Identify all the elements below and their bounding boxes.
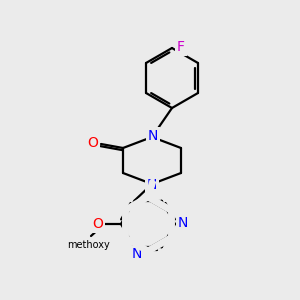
Text: F: F <box>177 40 185 54</box>
Text: N: N <box>147 178 157 192</box>
Text: N: N <box>178 216 188 230</box>
Text: O: O <box>93 217 104 231</box>
Text: O: O <box>88 136 98 150</box>
Text: N: N <box>148 129 158 143</box>
Text: methoxy: methoxy <box>68 240 110 250</box>
Text: N: N <box>131 248 142 261</box>
